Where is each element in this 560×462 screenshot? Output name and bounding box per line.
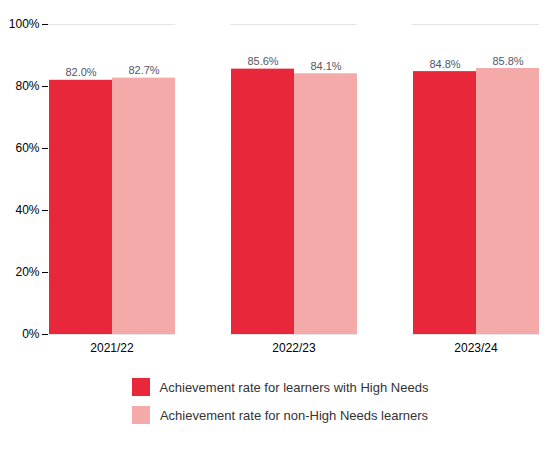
svg-text:85.8%: 85.8% <box>492 55 523 67</box>
svg-text:40%: 40% <box>15 203 39 217</box>
svg-text:20%: 20% <box>15 265 39 279</box>
svg-text:82.0%: 82.0% <box>65 66 96 78</box>
html-text:Achievement rate for non-High: Achievement rate for non-High Needs lear… <box>160 407 428 423</box>
svg-text:60%: 60% <box>15 141 39 155</box>
html-text:Achievement rate for learners: Achievement rate for learners with High … <box>159 379 429 395</box>
svg-text:100%: 100% <box>9 17 40 31</box>
svg-text:82.7%: 82.7% <box>128 64 159 76</box>
svg-text:0%: 0% <box>22 327 40 341</box>
svg-text:2022/23: 2022/23 <box>272 341 316 355</box>
svg-text:84.1%: 84.1% <box>310 60 341 72</box>
svg-text:80%: 80% <box>15 79 39 93</box>
svg-text:2021/22: 2021/22 <box>90 341 134 355</box>
svg-text:84.8%: 84.8% <box>429 58 460 70</box>
svg-text:85.6%: 85.6% <box>247 55 278 67</box>
svg-text:2023/24: 2023/24 <box>454 341 498 355</box>
